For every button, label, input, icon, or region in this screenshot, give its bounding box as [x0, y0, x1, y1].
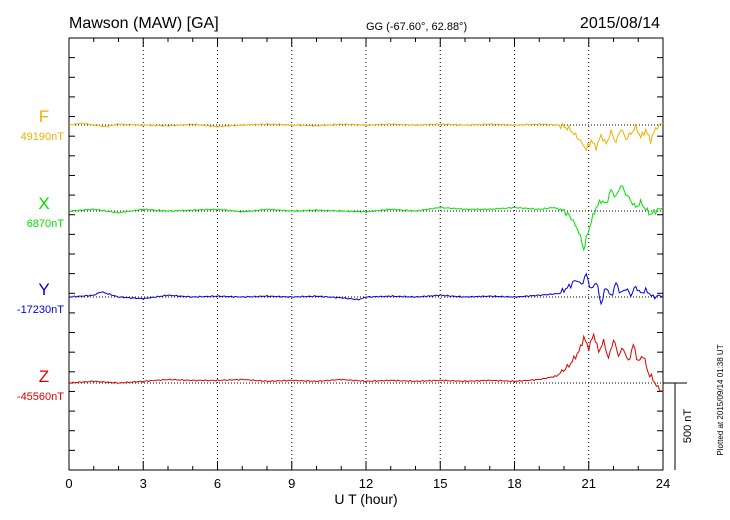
- x-tick-label-9: 9: [288, 476, 295, 491]
- series-baseline-label-F: 49190nT: [21, 131, 65, 143]
- series-name-Y: Y: [38, 280, 49, 299]
- x-tick-label-24: 24: [656, 476, 670, 491]
- series-name-X: X: [38, 194, 49, 213]
- x-axis-label: U T (hour): [334, 491, 397, 507]
- coordinates-label: GG (-67.60°, 62.88°): [366, 21, 467, 33]
- series-line-X: [68, 185, 664, 252]
- series-name-Z: Z: [39, 367, 49, 386]
- date-label: 2015/08/14: [580, 15, 660, 32]
- series-labels: F 49190nT X 6870nT Y -17230nT Z -45560nT: [17, 107, 64, 403]
- vertical-grid: [142, 38, 590, 470]
- series-baseline-label-X: 6870nT: [27, 218, 65, 230]
- x-tick-label-18: 18: [507, 476, 521, 491]
- x-tick-labels: 0 3 6 9 12 15 18 21 24: [65, 476, 670, 491]
- x-tick-label-12: 12: [359, 476, 373, 491]
- series-lines: [68, 122, 664, 393]
- x-tick-label-0: 0: [65, 476, 72, 491]
- axis-ticks: [68, 38, 664, 470]
- series-name-F: F: [39, 107, 49, 126]
- x-tick-label-15: 15: [433, 476, 447, 491]
- series-line-F: [68, 122, 664, 152]
- x-tick-label-21: 21: [582, 476, 596, 491]
- series-line-Z: [68, 332, 664, 393]
- plotted-timestamp: Plotted at 2015/09/14 01:38 UT: [716, 344, 725, 455]
- station-title: Mawson (MAW) [GA]: [69, 15, 219, 32]
- x-tick-label-3: 3: [140, 476, 147, 491]
- x-tick-label-6: 6: [214, 476, 221, 491]
- series-baseline-label-Z: -45560nT: [17, 391, 64, 403]
- series-baseline-label-Y: -17230nT: [17, 304, 64, 316]
- scale-bar-label: 500 nT: [682, 409, 694, 444]
- series-line-Y: [68, 272, 664, 306]
